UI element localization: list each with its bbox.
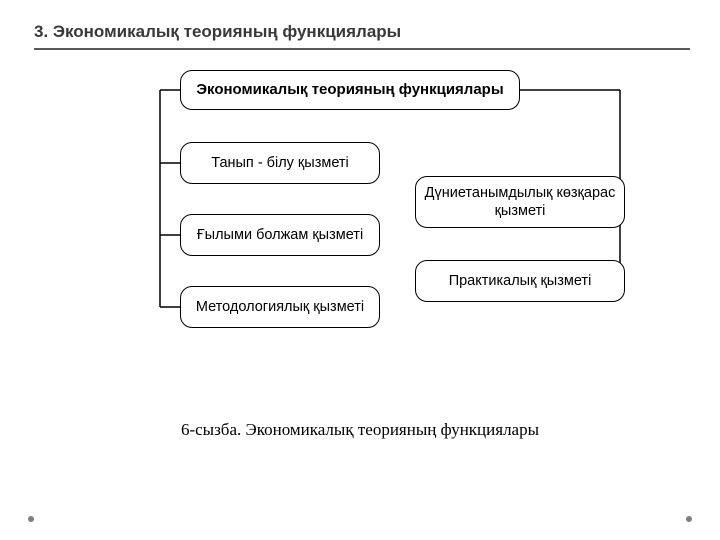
- diagram-right-node-1: Практикалық қызметі: [415, 260, 625, 302]
- diagram-left-node-0: Танып - білу қызметі: [180, 142, 380, 184]
- decorative-dot-left: [28, 516, 34, 522]
- page-title: 3. Экономикалық теорияның функциялары: [34, 22, 690, 42]
- diagram-container: Экономикалық теорияның функциялары Танып …: [120, 70, 640, 410]
- diagram-left-node-2: Методологиялық қызметі: [180, 286, 380, 328]
- heading-rule: [34, 48, 690, 50]
- diagram-root: Экономикалық теорияның функциялары: [180, 70, 520, 110]
- diagram-left-node-1: Ғылыми болжам қызметі: [180, 214, 380, 256]
- diagram-right-node-0: Дүниетанымдылық көзқарас қызметі: [415, 176, 625, 228]
- diagram-caption: 6-сызба. Экономикалық теорияның функциял…: [0, 420, 720, 440]
- decorative-dot-right: [686, 516, 692, 522]
